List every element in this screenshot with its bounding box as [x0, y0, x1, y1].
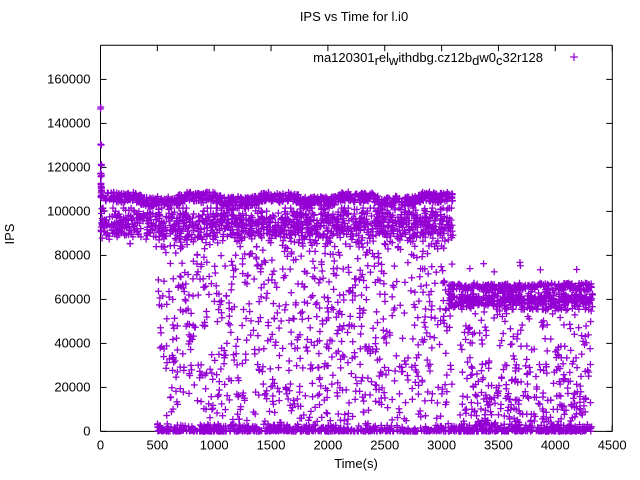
svg-text:3000: 3000	[427, 437, 456, 452]
svg-text:500: 500	[146, 437, 168, 452]
svg-text:0: 0	[83, 423, 90, 438]
svg-text:IPS: IPS	[2, 223, 17, 244]
svg-text:Time(s): Time(s)	[334, 456, 378, 471]
svg-text:140000: 140000	[47, 115, 90, 130]
svg-text:4500: 4500	[598, 437, 627, 452]
svg-text:80000: 80000	[54, 247, 90, 262]
svg-text:160000: 160000	[47, 71, 90, 86]
svg-text:120000: 120000	[47, 159, 90, 174]
svg-text:0: 0	[97, 437, 104, 452]
svg-text:40000: 40000	[54, 335, 90, 350]
svg-text:2500: 2500	[370, 437, 399, 452]
svg-text:60000: 60000	[54, 291, 90, 306]
svg-text:3500: 3500	[484, 437, 513, 452]
svg-text:1000: 1000	[200, 437, 229, 452]
svg-text:ma120301relwithdbg.cz12bdw0c32: ma120301relwithdbg.cz12bdw0c32r128	[313, 50, 543, 68]
svg-text:4000: 4000	[541, 437, 570, 452]
svg-text:IPS vs Time for l.i0: IPS vs Time for l.i0	[300, 9, 408, 24]
svg-text:20000: 20000	[54, 379, 90, 394]
svg-text:2000: 2000	[313, 437, 342, 452]
svg-text:1500: 1500	[257, 437, 286, 452]
svg-text:100000: 100000	[47, 203, 90, 218]
